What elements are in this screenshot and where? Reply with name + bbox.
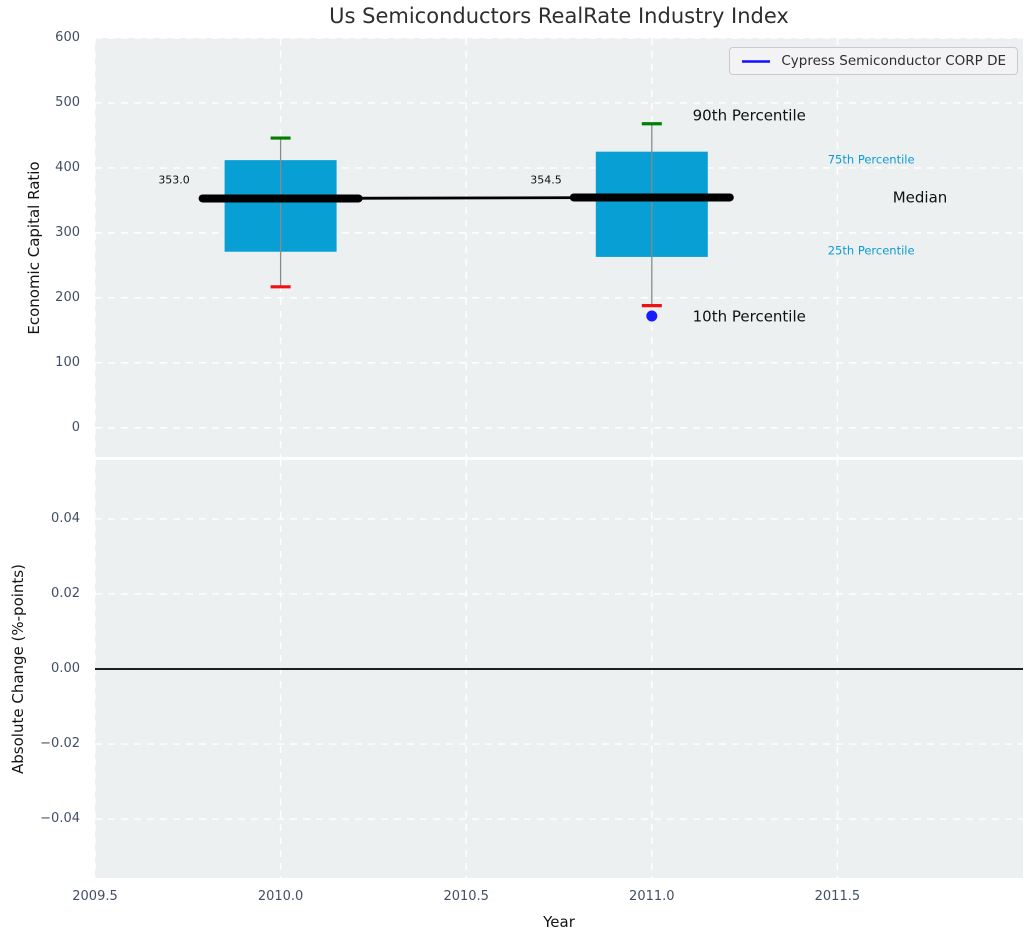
y-tick-label: 0.04 (0, 511, 80, 527)
panelBottom-svg (95, 460, 1023, 878)
absolute-change-panel (95, 460, 1023, 878)
y-tick-label: 0 (0, 420, 80, 436)
x-axis-label-year: Year (409, 913, 709, 931)
annotation-354-5: 354.5 (530, 175, 562, 186)
cypress-data-point (646, 311, 657, 322)
chart-title: Us Semiconductors RealRate Industry Inde… (95, 4, 1023, 28)
annotation-75th-percentile: 75th Percentile (828, 154, 915, 166)
y-tick-label: 600 (0, 30, 80, 46)
x-tick-label: 2010.0 (241, 889, 321, 905)
y-tick-label: 200 (0, 290, 80, 306)
annotation-25th-percentile: 25th Percentile (828, 245, 915, 257)
y-tick-label: 0.00 (0, 661, 80, 677)
x-tick-label: 2011.5 (797, 889, 877, 905)
annotation-median: Median (893, 190, 948, 205)
annotation-10th-percentile: 10th Percentile (693, 309, 806, 324)
y-tick-label: 400 (0, 160, 80, 176)
legend-line-icon (741, 59, 771, 64)
figure-canvas: Us Semiconductors RealRate Industry Inde… (0, 0, 1034, 942)
y-tick-label: 500 (0, 95, 80, 111)
x-tick-label: 2010.5 (426, 889, 506, 905)
x-tick-label: 2011.0 (612, 889, 692, 905)
x-tick-label: 2009.5 (55, 889, 135, 905)
y-axis-label-economic-capital-ratio: Economic Capital Ratio (25, 98, 43, 398)
annotation-90th-percentile: 90th Percentile (693, 108, 806, 123)
y-tick-label: 0.02 (0, 586, 80, 602)
annotation-353-0: 353.0 (158, 175, 190, 186)
y-tick-label: 100 (0, 355, 80, 371)
y-tick-label: −0.02 (0, 736, 80, 752)
legend-label: Cypress Semiconductor CORP DE (781, 53, 1006, 69)
legend: Cypress Semiconductor CORP DE (729, 47, 1018, 75)
y-tick-label: 300 (0, 225, 80, 241)
y-tick-label: −0.04 (0, 811, 80, 827)
